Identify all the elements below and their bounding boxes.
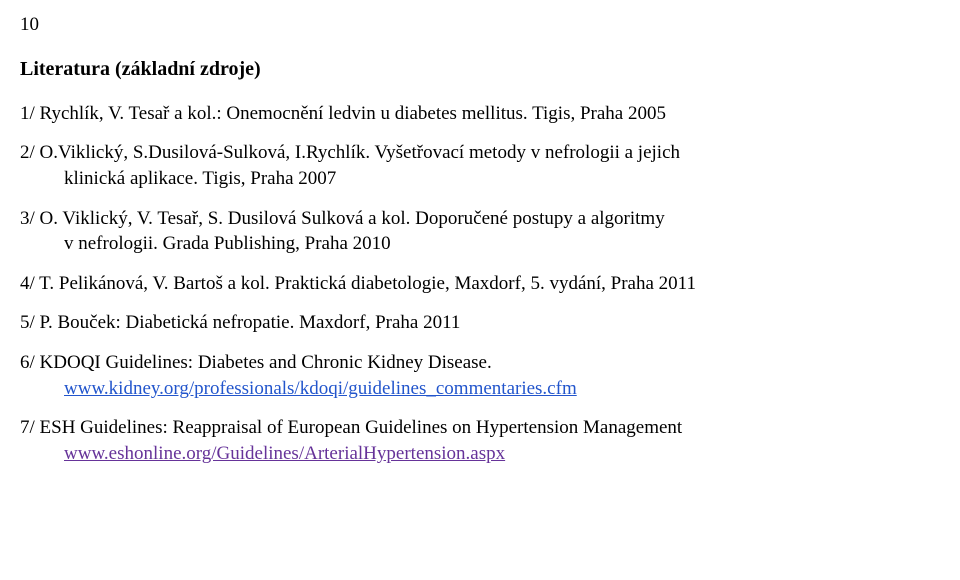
reference-text: 4/ T. Pelikánová, V. Bartoš a kol. Prakt… [20,273,696,294]
reference-item: 7/ ESH Guidelines: Reappraisal of Europe… [20,415,936,466]
reference-text: 1/ Rychlík, V. Tesař a kol.: Onemocnění … [20,103,666,124]
reference-item: 5/ P. Bouček: Diabetická nefropatie. Max… [20,310,936,336]
reference-text: 3/ O. Viklický, V. Tesař, S. Dusilová Su… [20,208,665,229]
reference-text-cont: v nefrologii. Grada Publishing, Praha 20… [64,233,391,254]
reference-item: 3/ O. Viklický, V. Tesař, S. Dusilová Su… [20,206,936,257]
section-heading: Literatura (základní zdroje) [20,56,936,83]
reference-item: 2/ O.Viklický, S.Dusilová-Sulková, I.Ryc… [20,140,936,191]
reference-text: 2/ O.Viklický, S.Dusilová-Sulková, I.Ryc… [20,142,680,163]
reference-item: 6/ KDOQI Guidelines: Diabetes and Chroni… [20,350,936,401]
reference-text: 5/ P. Bouček: Diabetická nefropatie. Max… [20,312,460,333]
reference-item: 1/ Rychlík, V. Tesař a kol.: Onemocnění … [20,101,936,127]
reference-link[interactable]: www.eshonline.org/Guidelines/ArterialHyp… [64,443,505,464]
reference-link[interactable]: www.kidney.org/professionals/kdoqi/guide… [64,378,577,399]
document-page: 10 Literatura (základní zdroje) 1/ Rychl… [0,0,960,501]
reference-item: 4/ T. Pelikánová, V. Bartoš a kol. Prakt… [20,271,936,297]
reference-text: 7/ ESH Guidelines: Reappraisal of Europe… [20,417,682,438]
reference-text: 6/ KDOQI Guidelines: Diabetes and Chroni… [20,352,492,373]
reference-text-cont: klinická aplikace. Tigis, Praha 2007 [64,168,336,189]
page-number: 10 [20,12,936,38]
